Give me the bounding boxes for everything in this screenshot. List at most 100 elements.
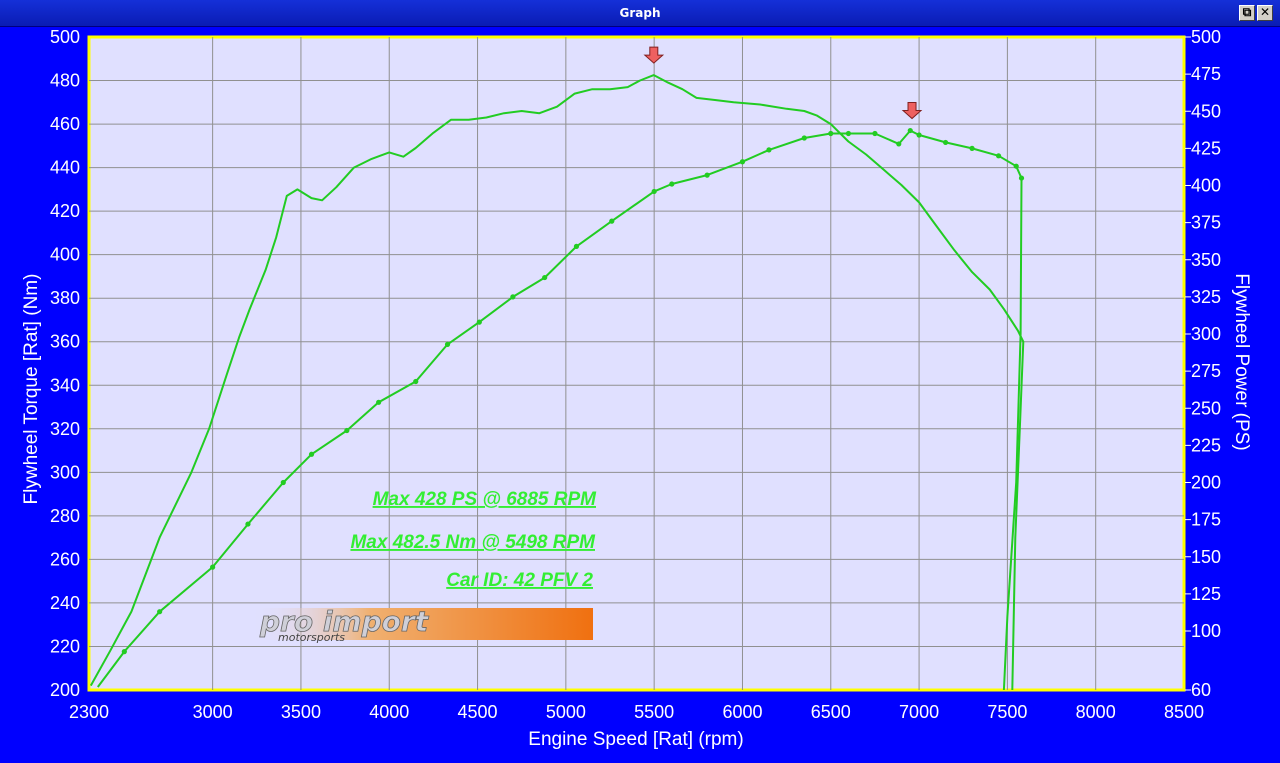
curves <box>89 74 1025 691</box>
y-right-tick-label: 300 <box>1191 324 1221 344</box>
logo-main-text: pro import <box>259 605 430 638</box>
y-right-tick-label: 275 <box>1191 361 1221 381</box>
window-title: Graph <box>619 6 661 20</box>
power-data-point <box>801 135 807 141</box>
right-axis-ticks: 60 100 125 150 175 200 225 250 275 300 325 350 375 40… <box>1185 27 1221 700</box>
power-data-point <box>573 243 580 249</box>
y-left-tick-label: 260 <box>50 549 80 569</box>
power-data-point <box>942 139 949 146</box>
x-tick-label: 6500 <box>811 702 851 722</box>
power-data-point <box>739 159 746 165</box>
power-data-point <box>995 153 1002 159</box>
x-tick-label: 8500 <box>1164 702 1204 722</box>
peak-arrow-marker <box>901 102 923 120</box>
y-right-tick-label: 450 <box>1191 101 1221 121</box>
y-right-tick-label: 200 <box>1191 473 1221 493</box>
y-right-tick-label: 425 <box>1191 138 1221 158</box>
y-left-tick-label: 500 <box>50 27 80 47</box>
left-axis-ticks: 200 220 240 260 280 300 320 340 360 380 400 420 440 4… <box>50 27 80 700</box>
x-tick-label: 3500 <box>281 702 321 722</box>
x-tick-label: 8000 <box>1076 702 1116 722</box>
power-data-point <box>542 274 548 281</box>
power-data-point <box>828 130 834 137</box>
power-data-point <box>896 141 902 147</box>
x-tick-label: 6000 <box>722 702 762 722</box>
power-data-point <box>651 188 657 195</box>
y-left-tick-label: 480 <box>50 71 80 91</box>
peak-arrow-marker <box>643 46 665 64</box>
x-axis-label: Engine Speed [Rat] (rpm) <box>528 729 743 750</box>
power-data-point <box>916 132 922 138</box>
power-data-point <box>157 609 163 615</box>
y-right-tick-label: 500 <box>1191 27 1221 47</box>
power-data-point <box>609 218 615 224</box>
power-data-point <box>510 294 516 300</box>
max-power-annotation: Max 428 PS @ 6885 RPM <box>373 489 598 510</box>
y-left-tick-label: 400 <box>50 245 80 265</box>
x-tick-label: 2300 <box>69 702 109 722</box>
y-right-tick-label: 325 <box>1191 287 1221 307</box>
x-tick-label: 5500 <box>634 702 674 722</box>
y-left-tick-label: 340 <box>50 375 80 395</box>
power-data-point <box>907 127 913 134</box>
y-right-tick-label: 125 <box>1191 584 1221 604</box>
close-button[interactable]: ✕ <box>1257 5 1273 21</box>
title-bar[interactable]: Graph ⧉ ✕ <box>0 0 1280 27</box>
power-data-point <box>872 130 878 137</box>
y-right-tick-label: 60 <box>1191 680 1211 700</box>
y-left-tick-label: 200 <box>50 680 80 700</box>
power-data-point <box>476 319 482 325</box>
y-right-tick-label: 400 <box>1191 176 1221 196</box>
y-right-tick-label: 100 <box>1191 621 1221 641</box>
x-tick-label: 3000 <box>193 702 233 722</box>
plot-area <box>87 35 1186 692</box>
y-left-tick-label: 240 <box>50 593 80 613</box>
restore-button[interactable]: ⧉ <box>1239 5 1255 21</box>
car-id-annotation: Car ID: 42 PFV 2 <box>446 570 593 591</box>
y-right-tick-label: 375 <box>1191 213 1221 233</box>
logo-bar <box>250 608 593 640</box>
power-data-point <box>376 399 382 405</box>
y-right-tick-label: 150 <box>1191 547 1221 567</box>
power-data-point <box>121 649 127 655</box>
y-right-tick-label: 475 <box>1191 64 1221 84</box>
y-right-tick-label: 250 <box>1191 398 1221 418</box>
power-data-point <box>308 451 315 457</box>
power-data-point <box>766 147 772 153</box>
x-tick-label: 4500 <box>458 702 498 722</box>
y-left-tick-label: 440 <box>50 158 80 178</box>
x-tick-label: 4000 <box>369 702 409 722</box>
power-data-point <box>845 130 852 137</box>
power-data-point <box>1018 175 1025 181</box>
power-data-point <box>245 521 251 527</box>
right-axis-label: Flywheel Power (PS) <box>1231 273 1252 450</box>
y-left-tick-label: 380 <box>50 288 80 308</box>
y-right-tick-label: 350 <box>1191 250 1221 270</box>
power-data-point <box>280 479 286 486</box>
power-data-point <box>969 145 975 151</box>
y-left-tick-label: 320 <box>50 419 80 439</box>
power-data-point <box>1013 163 1019 169</box>
power-data-point <box>413 378 419 385</box>
power-data-point <box>669 181 675 187</box>
power-data-point <box>210 564 216 570</box>
max-torque-annotation: Max 482.5 Nm @ 5498 RPM <box>350 532 596 553</box>
y-left-tick-label: 460 <box>50 114 80 134</box>
x-tick-label: 5000 <box>546 702 586 722</box>
power-data-point <box>344 427 350 434</box>
x-tick-label: 7000 <box>899 702 939 722</box>
torque-curve <box>89 74 1025 691</box>
y-right-tick-label: 175 <box>1191 510 1221 530</box>
y-left-tick-label: 220 <box>50 636 80 656</box>
y-left-tick-label: 280 <box>50 506 80 526</box>
y-left-tick-label: 300 <box>50 462 80 482</box>
y-right-tick-label: 225 <box>1191 435 1221 455</box>
power-data-point <box>444 341 451 347</box>
left-axis-label: Flywheel Torque [Rat] (Nm) <box>21 274 42 505</box>
power-data-point <box>704 172 710 178</box>
y-left-tick-label: 420 <box>50 201 80 221</box>
logo-sub-text: motorsports <box>278 631 345 644</box>
pro-import-logo: pro import motorsports <box>250 605 593 644</box>
dyno-chart: 200 220 240 260 280 300 320 340 360 380 400 420 440 4… <box>0 27 1280 763</box>
